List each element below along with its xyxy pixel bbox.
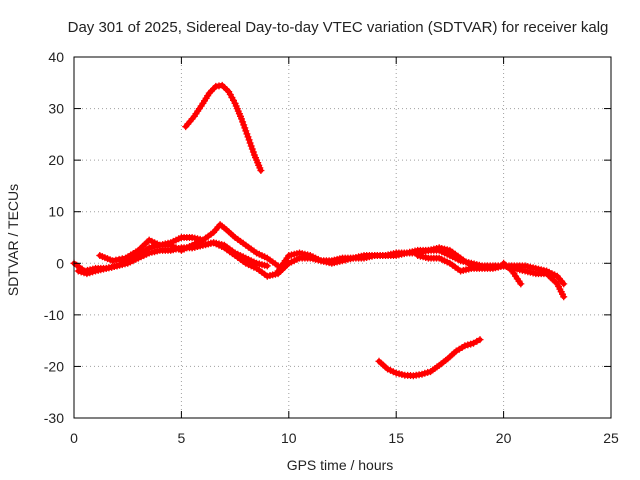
series-arc-g xyxy=(500,259,525,288)
x-tick-label: 15 xyxy=(388,430,404,446)
data-point xyxy=(241,124,249,132)
data-point xyxy=(238,115,245,123)
data-point xyxy=(476,336,484,344)
data-point xyxy=(112,256,120,264)
data-point xyxy=(243,130,251,138)
x-tick-label: 20 xyxy=(496,430,512,446)
data-series xyxy=(70,81,568,380)
data-point xyxy=(230,96,237,104)
series-arc-b xyxy=(74,234,207,278)
data-point xyxy=(263,262,271,270)
data-point xyxy=(517,280,525,288)
y-tick-label: 10 xyxy=(48,204,64,220)
x-tick-label: 10 xyxy=(281,430,297,446)
data-point xyxy=(240,121,248,129)
x-tick-label: 0 xyxy=(70,430,78,446)
x-axis-label: GPS time / hours xyxy=(287,457,394,473)
x-tick-label: 25 xyxy=(603,430,619,446)
data-point xyxy=(245,136,253,144)
data-point xyxy=(118,255,126,263)
data-point xyxy=(257,167,265,174)
series-arc-f xyxy=(414,252,568,301)
y-tick-label: -10 xyxy=(44,307,64,323)
series-trace xyxy=(183,82,264,173)
x-tick-label: 5 xyxy=(178,430,186,446)
axis-ticks: 0 5 10 15 20 25 -30 -20 -10 0 10 20 30 40 xyxy=(44,49,619,446)
grid-lines xyxy=(74,57,611,418)
y-tick-label: 20 xyxy=(48,152,64,168)
data-point xyxy=(242,127,250,135)
data-point xyxy=(560,280,568,288)
series-arc-high xyxy=(182,81,265,174)
y-axis-label: SDTVAR / TECUs xyxy=(5,184,21,296)
plot-frame xyxy=(73,56,612,419)
data-point xyxy=(239,118,247,126)
data-point xyxy=(249,148,257,156)
y-tick-label: 40 xyxy=(48,49,64,65)
chart-title: Day 301 of 2025, Sidereal Day-to-day VTE… xyxy=(68,19,609,36)
data-point xyxy=(248,145,256,153)
data-point xyxy=(560,293,568,301)
data-point xyxy=(247,142,255,150)
y-tick-label: -20 xyxy=(44,358,64,374)
series-arc-e xyxy=(274,244,475,275)
series-arc-low xyxy=(375,336,484,380)
data-point xyxy=(246,139,254,147)
y-tick-label: 0 xyxy=(56,255,64,271)
y-tick-label: 30 xyxy=(48,101,64,117)
data-point xyxy=(244,133,252,141)
y-tick-label: -30 xyxy=(44,410,64,426)
data-point xyxy=(226,91,234,98)
